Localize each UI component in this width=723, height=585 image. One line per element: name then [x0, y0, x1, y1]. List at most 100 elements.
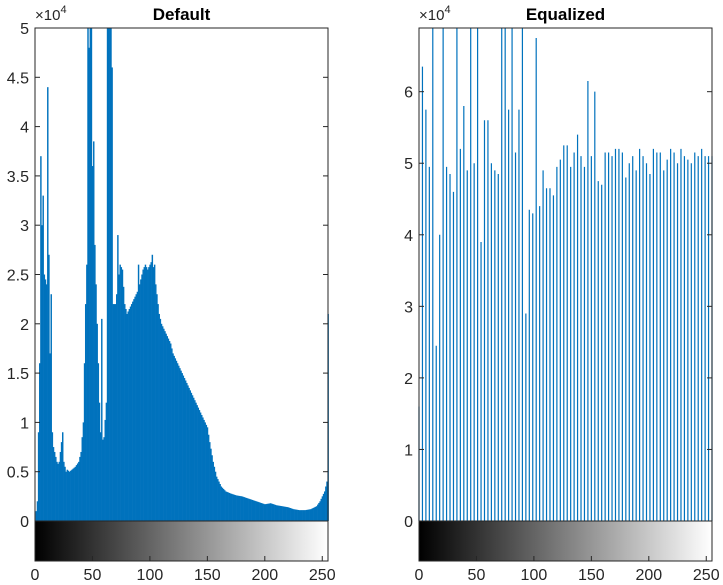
- histogram-bar: [194, 400, 196, 521]
- histogram-bar: [86, 264, 88, 521]
- histogram-bar: [132, 301, 134, 521]
- histogram-bar: [228, 492, 231, 521]
- histogram-bar: [91, 166, 94, 522]
- histogram-bar: [88, 47, 90, 521]
- histogram-bar: [36, 501, 39, 521]
- histogram-bar: [297, 509, 299, 521]
- histogram-bar: [303, 510, 305, 521]
- histogram-bar: [252, 500, 255, 521]
- histogram-bar: [255, 501, 257, 521]
- histogram-bar: [225, 491, 227, 521]
- histogram-bar: [292, 509, 295, 521]
- chart-panel-1: 00.511.522.533.544.550 50 100 150 200 250×104…: [7, 4, 336, 584]
- histogram-bar: [242, 496, 244, 521]
- histogram-bar: [234, 494, 236, 521]
- histogram-bar: [237, 495, 240, 521]
- histogram-bar: [249, 499, 251, 521]
- histogram-bar: [155, 284, 157, 521]
- bar-series: [418, 28, 713, 521]
- histogram-bar: [268, 503, 271, 521]
- histogram-bar: [60, 442, 63, 521]
- histogram-bar: [275, 505, 278, 521]
- histogram-bar: [68, 471, 71, 521]
- histogram-bar: [235, 495, 237, 521]
- histogram-bar: [245, 497, 248, 521]
- histogram-bar: [233, 494, 235, 521]
- histogram-bar: [221, 487, 224, 521]
- histogram-bar: [212, 461, 214, 521]
- histogram-bar: [280, 506, 282, 521]
- y-tick-label: 4: [20, 120, 29, 137]
- histogram-bar: [130, 304, 133, 521]
- histogram-bar: [278, 505, 280, 521]
- histogram-bar: [125, 309, 127, 521]
- histogram-bar: [135, 294, 137, 521]
- histogram-bar: [289, 507, 291, 521]
- histogram-bar: [50, 294, 52, 521]
- histogram-bar: [174, 358, 177, 521]
- histogram-bar: [107, 28, 110, 521]
- histogram-bar: [82, 422, 85, 521]
- histogram-bar: [124, 304, 126, 521]
- histogram-bar: [307, 509, 310, 521]
- histogram-bar: [176, 363, 179, 521]
- histogram-bar: [67, 470, 70, 521]
- histogram-bar: [105, 402, 108, 521]
- histogram-bar: [59, 451, 62, 521]
- x-tick-label: 200: [635, 567, 662, 584]
- y-exponent-label: ×104: [419, 4, 451, 24]
- histogram-bar: [80, 451, 82, 521]
- histogram-bar: [122, 286, 125, 521]
- histogram-bar: [218, 481, 220, 521]
- histogram-bar: [149, 264, 151, 521]
- histogram-bar: [95, 284, 97, 521]
- histogram-bar: [202, 417, 204, 521]
- histogram-bar: [160, 323, 163, 521]
- y-tick-label: 2: [404, 371, 413, 388]
- histogram-bar: [317, 504, 319, 521]
- histogram-bar: [232, 494, 234, 521]
- histogram-bar: [264, 504, 266, 521]
- histogram-bar: [274, 504, 277, 521]
- histogram-bar: [244, 497, 247, 521]
- histogram-bar: [286, 506, 288, 521]
- histogram-bar: [310, 509, 312, 521]
- histogram-bar: [52, 447, 55, 521]
- histogram-bar: [47, 87, 49, 521]
- histogram-bar: [75, 465, 78, 521]
- x-tick-label: 200: [251, 567, 278, 584]
- histogram-bar: [263, 503, 265, 521]
- histogram-bar: [326, 481, 328, 521]
- histogram-bar: [41, 225, 43, 521]
- histogram-bar: [320, 498, 322, 521]
- histogram-bar: [158, 313, 160, 521]
- histogram-bar: [96, 323, 98, 521]
- histogram-bar: [259, 502, 262, 521]
- histogram-bar: [230, 493, 233, 521]
- histogram-bar: [246, 498, 249, 521]
- histogram-bar: [302, 510, 304, 521]
- histogram-bar: [179, 368, 181, 521]
- histogram-bar: [304, 510, 306, 521]
- histogram-bar: [83, 363, 86, 521]
- histogram-bar: [73, 467, 75, 521]
- histogram-bar: [120, 267, 123, 521]
- histogram-bar: [127, 311, 129, 521]
- histogram-bar: [134, 296, 136, 521]
- y-tick-label: 1: [20, 415, 29, 432]
- histogram-bar: [121, 269, 124, 521]
- y-tick-label: 3.5: [7, 169, 29, 186]
- histogram-bar: [110, 28, 112, 521]
- y-tick-label: 4.5: [7, 70, 29, 87]
- histogram-bar: [35, 511, 38, 521]
- histogram-bar: [306, 509, 309, 521]
- histogram-bar: [198, 410, 201, 521]
- histogram-bar: [104, 419, 106, 521]
- histogram-bar: [180, 370, 182, 521]
- histogram-bar: [106, 28, 109, 521]
- histogram-bar: [209, 442, 211, 521]
- histogram-bar: [53, 451, 56, 521]
- histogram-bar: [109, 28, 111, 521]
- histogram-bar: [318, 502, 320, 521]
- histogram-bar: [147, 269, 149, 521]
